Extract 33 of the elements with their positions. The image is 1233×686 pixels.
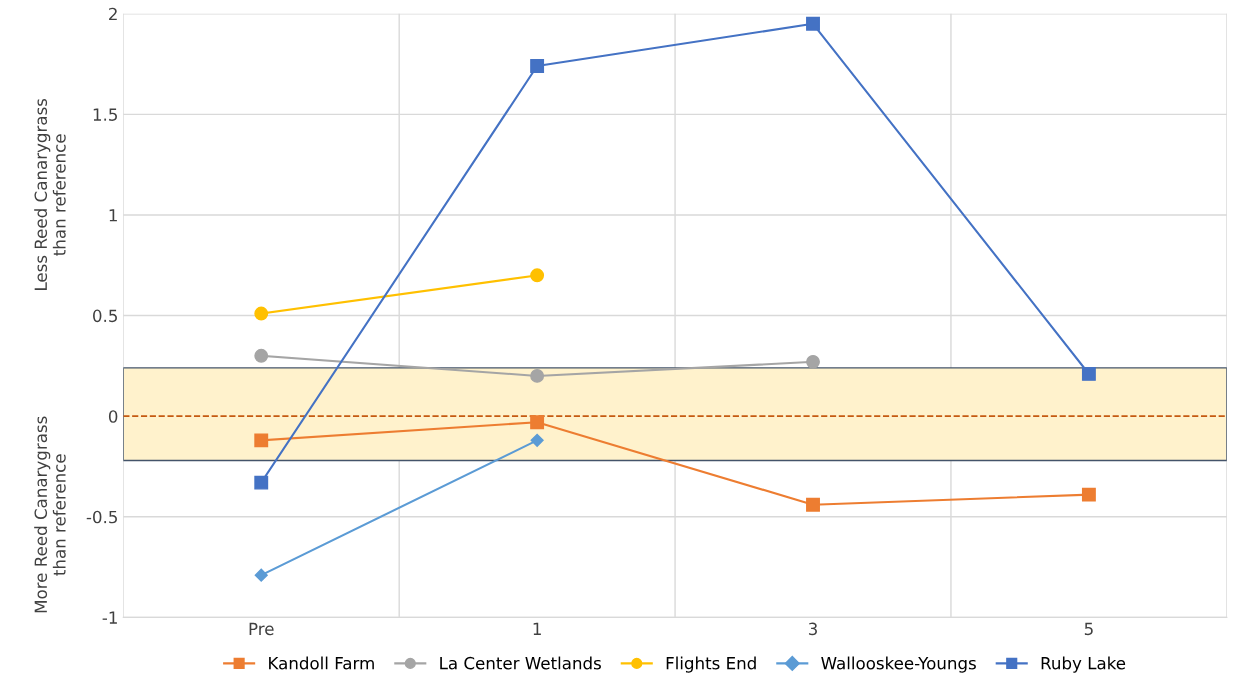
y-tick-label: -0.5 — [86, 510, 117, 524]
y-tick-label: 0.5 — [93, 309, 117, 323]
legend-label: Kandoll Farm — [269, 656, 374, 670]
x-tick-label: 5 — [1084, 622, 1093, 636]
legend-label: Ruby Lake — [1041, 656, 1126, 673]
point — [254, 433, 269, 448]
point — [254, 475, 269, 490]
point — [806, 497, 820, 512]
point — [254, 568, 268, 582]
point — [530, 368, 545, 383]
y-tick-label: 1 — [109, 209, 117, 222]
point — [1081, 487, 1096, 502]
y-tick-label: 2 — [109, 7, 117, 21]
text: More Reed Canarygrass than reference — [34, 416, 66, 613]
y-tick-label: 1.5 — [93, 108, 117, 121]
y-tick-label: 0 — [108, 410, 118, 423]
legend-label: Flights End — [666, 656, 756, 673]
point — [806, 16, 820, 31]
y-tick-label: -1 — [102, 611, 117, 624]
y-axis-title: Less Reed Canarygrass than reference — [34, 98, 66, 290]
x-tick-label: 1 — [533, 622, 541, 635]
point — [254, 348, 269, 363]
legend-label: La Center Wetlands — [440, 656, 601, 670]
point — [530, 433, 544, 447]
point — [530, 415, 545, 430]
point — [254, 306, 269, 321]
point — [806, 354, 820, 369]
point — [530, 59, 545, 73]
x-tick-label: 3 — [808, 622, 817, 636]
point — [1081, 366, 1096, 381]
legend-label: Wallooskee-Youngs — [821, 656, 976, 673]
point — [530, 268, 545, 283]
x-tick-label: Pre — [249, 622, 274, 636]
